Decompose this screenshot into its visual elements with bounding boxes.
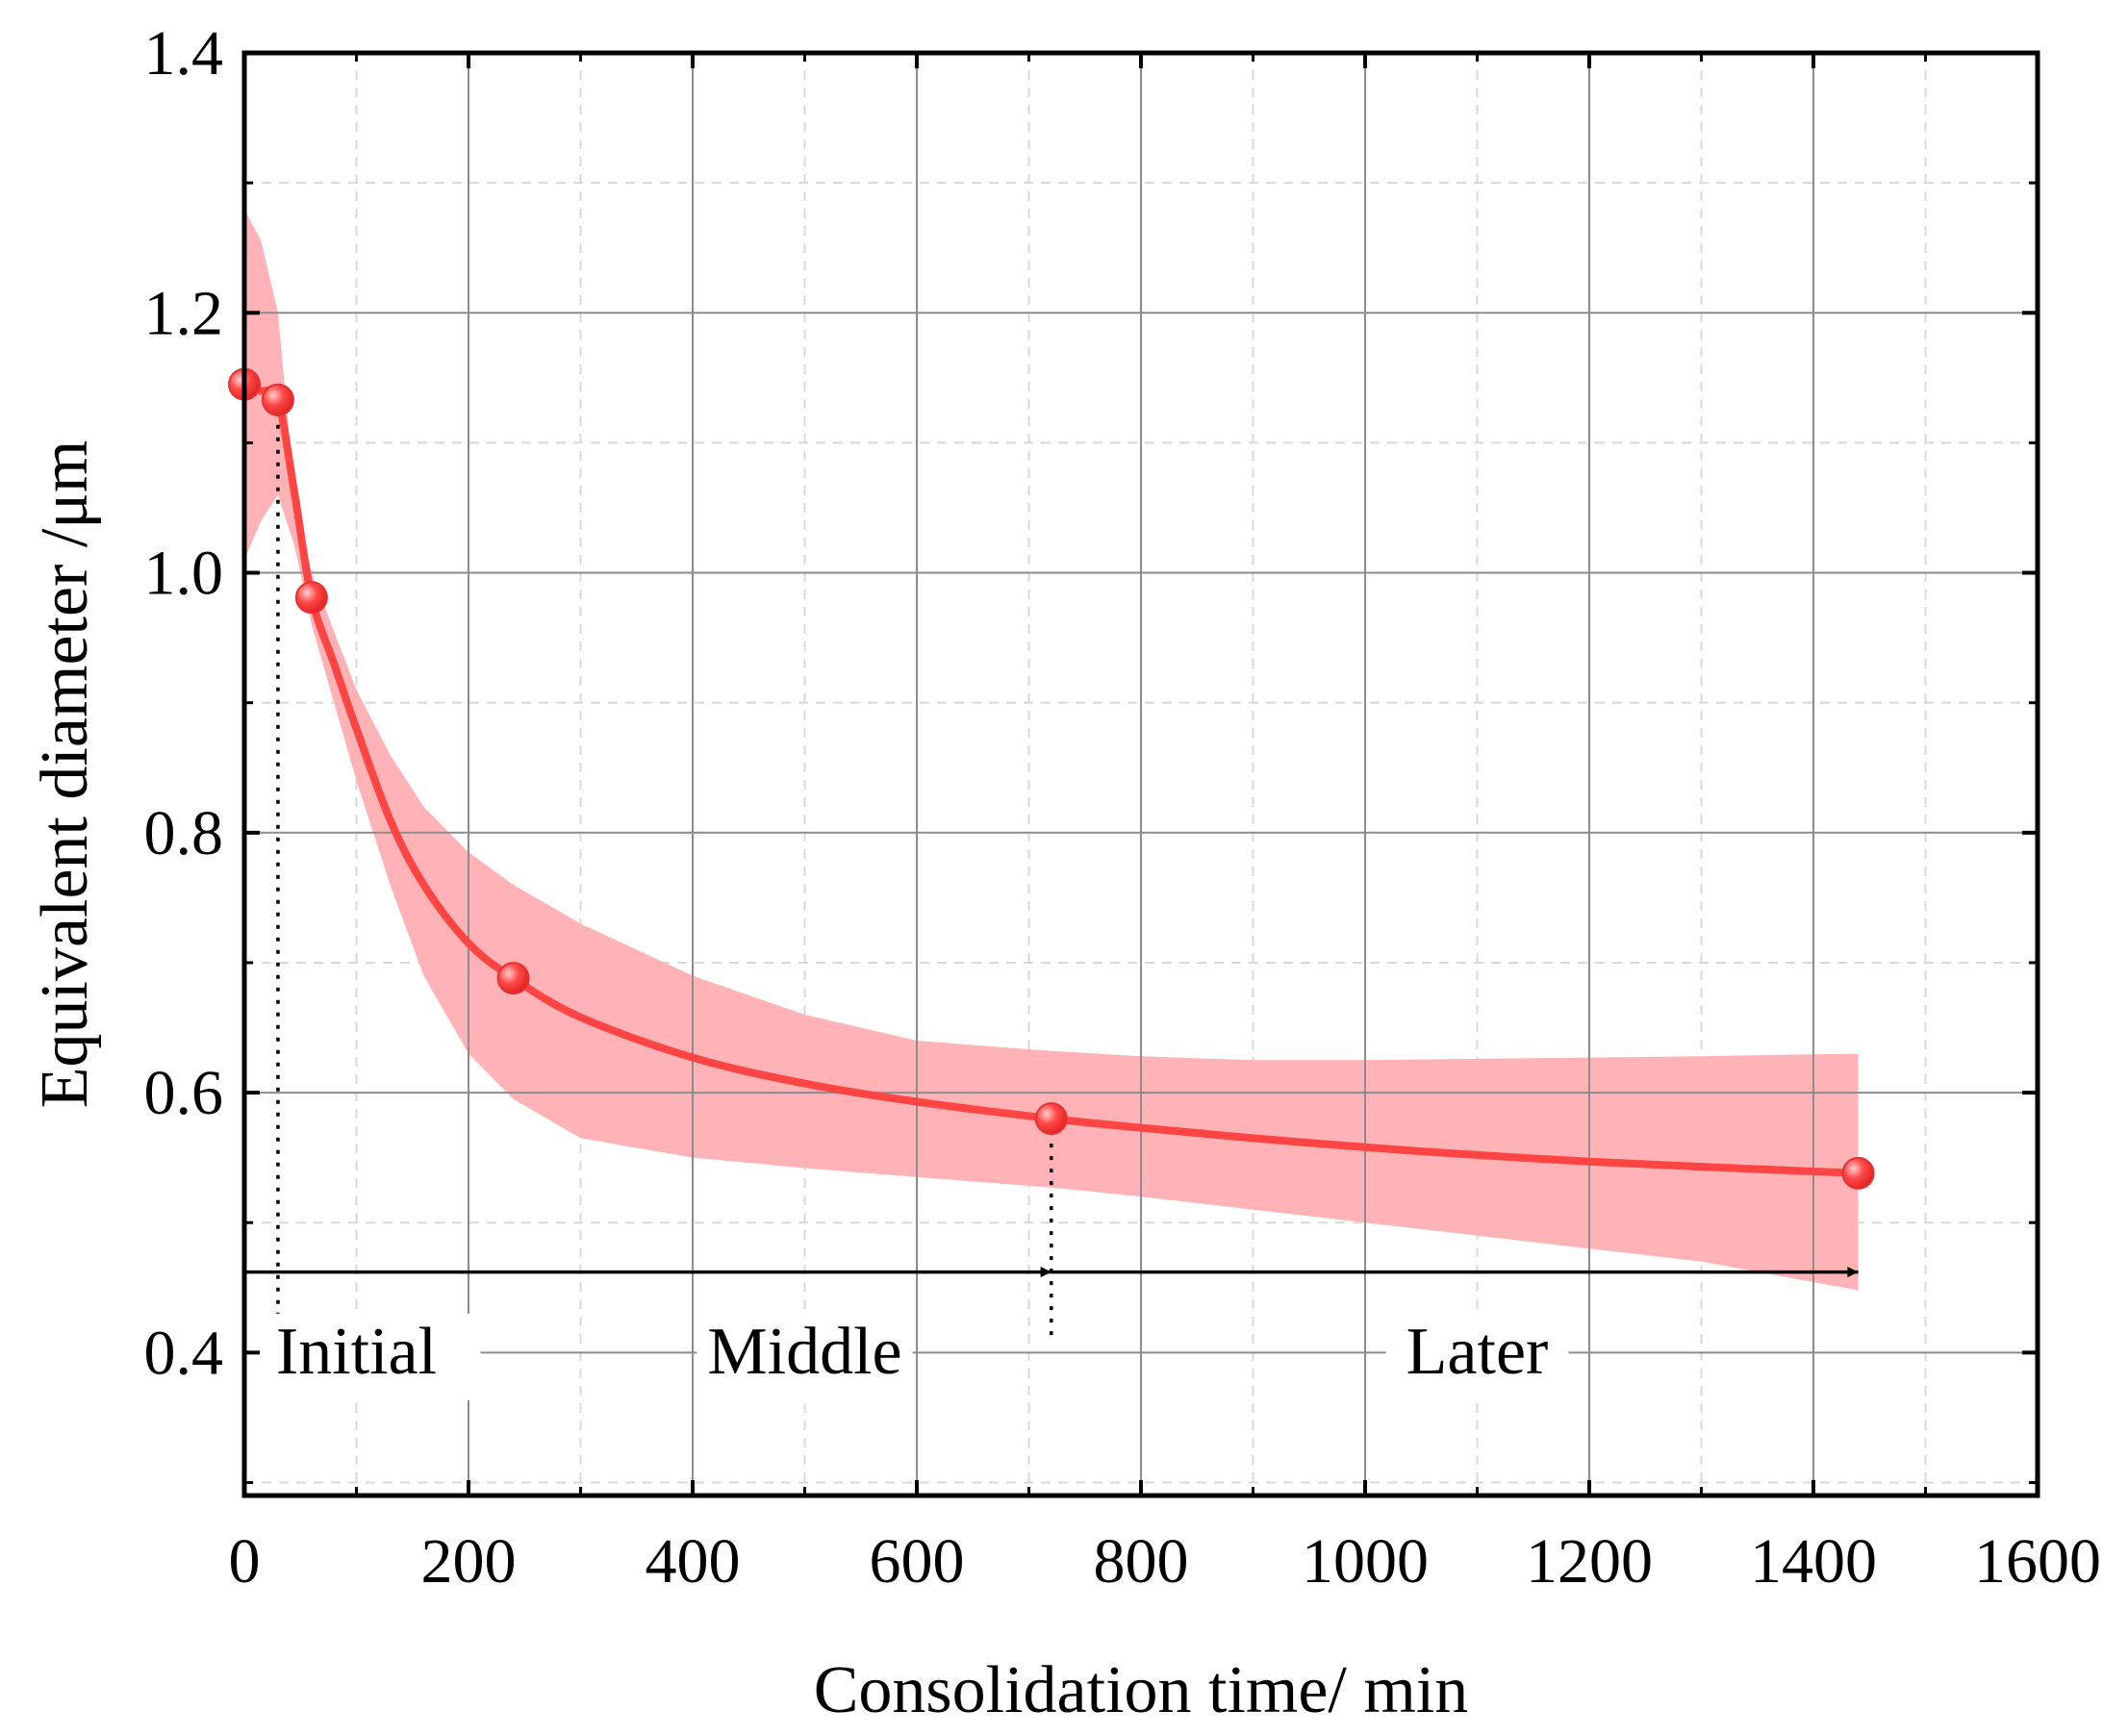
x-tick-label: 600 [870, 1526, 965, 1597]
data-point [1034, 1102, 1068, 1136]
phase-annotations: Initial Middle Later [232, 399, 1859, 1400]
data-point [496, 962, 530, 995]
x-tick-label: 400 [646, 1526, 741, 1597]
y-tick-label: 0.6 [144, 1058, 224, 1128]
x-tick-label: 1200 [1526, 1526, 1653, 1597]
y-axis-title: Equivalent diameter /μm [28, 440, 102, 1109]
phase-label-background [232, 1313, 481, 1400]
phase-label-initial: Initial [276, 1315, 437, 1389]
phase-label-middle: Middle [707, 1315, 901, 1389]
y-tick-label: 0.4 [144, 1318, 224, 1388]
y-tick-label: 1.4 [144, 18, 224, 88]
axes [241, 50, 2040, 1498]
phase-label-background [1385, 1313, 1569, 1400]
y-tick-label: 1.2 [144, 278, 224, 348]
x-tick-label: 1400 [1750, 1526, 1877, 1597]
confidence-band [244, 209, 1859, 1291]
x-axis-title: Consolidation time/ min [814, 1653, 1469, 1727]
y-tick-label: 0.8 [144, 798, 224, 868]
confidence-band-layer [244, 209, 1859, 1291]
phase-label-background [697, 1313, 913, 1400]
data-point [294, 581, 328, 615]
data-points [228, 367, 1875, 1190]
data-point [261, 383, 294, 416]
x-tick-label: 200 [421, 1526, 517, 1597]
data-point [1841, 1156, 1875, 1190]
phase-label-later: Later [1406, 1315, 1549, 1389]
x-tick-label: 1600 [1974, 1526, 2101, 1597]
tick-labels: 0 200 400 600 800 1000 1200 1400 1600 0.4 0.6 0.8 1.… [144, 18, 2102, 1597]
x-tick-label: 800 [1094, 1526, 1189, 1597]
major-gridlines [244, 53, 2038, 1496]
x-tick-label: 0 [229, 1526, 261, 1597]
y-tick-label: 1.0 [144, 539, 224, 609]
x-tick-label: 1000 [1302, 1526, 1429, 1597]
